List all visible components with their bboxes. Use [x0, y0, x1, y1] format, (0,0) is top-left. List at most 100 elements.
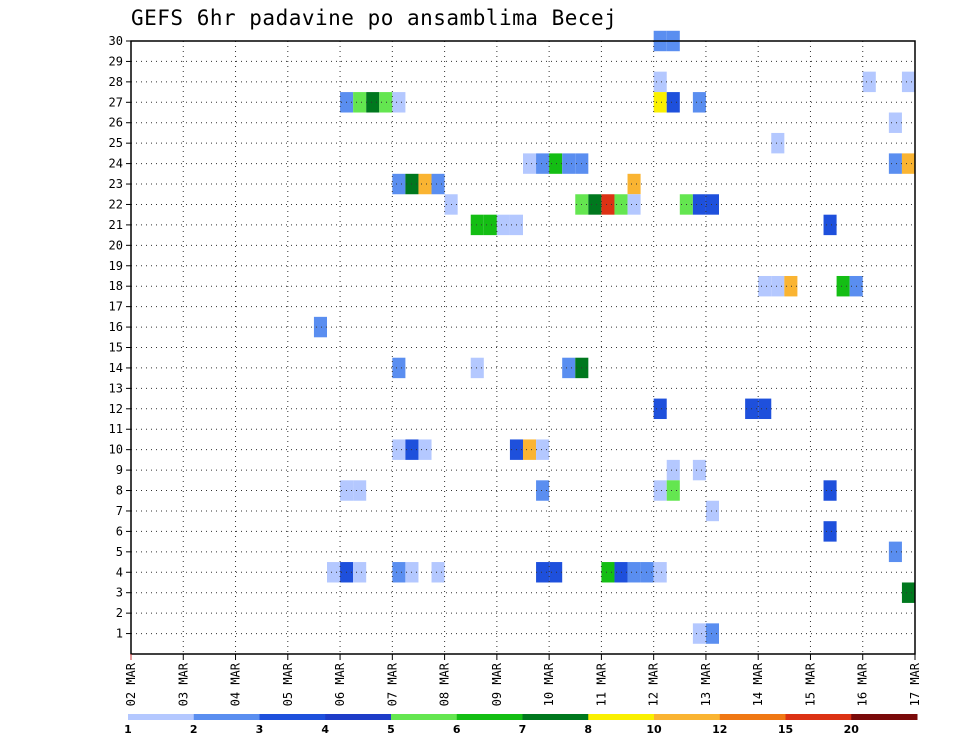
precip-cell: [627, 194, 641, 215]
x-tick-label: 04 MAR: [229, 662, 243, 706]
colorbar-label: 6: [453, 723, 461, 736]
y-tick-label: 17: [109, 300, 123, 314]
precip-cell: [653, 562, 667, 583]
precip-cell: [692, 194, 706, 215]
precip-cell: [653, 92, 667, 113]
precip-cell: [562, 357, 576, 379]
plot-frame: [130, 40, 916, 655]
y-tick-label: 1: [116, 627, 123, 641]
y-tick-label: 30: [109, 34, 123, 48]
precip-cell: [431, 562, 445, 583]
precip-cell: [666, 480, 680, 501]
y-tick-label: 12: [109, 402, 123, 416]
y-tick-label: 2: [116, 606, 123, 620]
colorbar-swatch: [851, 714, 918, 720]
x-tick-label: 02 MAR: [124, 662, 138, 706]
colorbar-swatch: [193, 714, 260, 720]
colorbar-label: 10: [646, 723, 662, 736]
x-tick-label: 07 MAR: [385, 662, 399, 706]
y-tick-label: 28: [109, 75, 123, 89]
precip-cell: [666, 92, 680, 113]
precip-cell: [640, 562, 654, 583]
colorbar-swatch: [325, 714, 392, 720]
y-tick-label: 5: [116, 545, 123, 559]
precip-cell: [392, 92, 406, 113]
colorbar-label: 7: [519, 723, 527, 736]
precip-cell: [823, 214, 837, 236]
colorbar-label: 1: [124, 723, 132, 736]
y-tick-label: 20: [109, 238, 123, 252]
precip-cell: [692, 92, 706, 113]
precip-cell: [353, 480, 367, 501]
x-tick-label: 16 MAR: [856, 662, 870, 706]
precip-cell: [536, 480, 550, 501]
y-tick-label: 3: [116, 586, 123, 600]
x-tick-label: 03 MAR: [176, 662, 190, 706]
precip-cell: [823, 521, 837, 542]
precip-cell: [705, 194, 719, 215]
precip-cell: [418, 173, 432, 195]
colorbar-label: 8: [584, 723, 592, 736]
precip-cell: [653, 480, 667, 501]
precip-cell: [627, 562, 641, 583]
colorbar-swatch: [719, 714, 786, 720]
colorbar-label: 20: [844, 723, 860, 736]
precip-cell: [627, 173, 641, 195]
precip-cell: [353, 562, 367, 583]
precip-cell: [758, 398, 772, 420]
colorbar-swatch: [654, 714, 721, 720]
y-tick-label: 6: [116, 524, 123, 538]
precip-cell: [653, 71, 667, 93]
colorbar-label: 2: [190, 723, 198, 736]
x-tick-label: 12 MAR: [647, 662, 661, 706]
y-tick-label: 18: [109, 279, 123, 293]
colorbar-label: 5: [387, 723, 395, 736]
x-axis: 02 MAR 03 MAR 04 MAR 05 MAR 06 MAR 07 MAR 08 M…: [124, 654, 922, 706]
x-tick-label: 10 MAR: [542, 662, 556, 706]
colorbar-swatch: [259, 714, 326, 720]
y-tick-label: 4: [116, 565, 123, 579]
precip-cell: [313, 316, 327, 338]
precipitation-cells: [313, 30, 915, 644]
precip-cell: [653, 398, 667, 420]
precip-cell: [601, 562, 615, 583]
colorbar-swatch: [391, 714, 458, 720]
precip-cell: [888, 153, 902, 174]
y-tick-label: 21: [109, 218, 123, 232]
precip-cell: [601, 194, 615, 215]
precip-cell: [823, 480, 837, 501]
precip-cell: [379, 92, 393, 113]
precip-cell: [888, 112, 902, 133]
precip-cell: [562, 153, 576, 174]
y-tick-label: 19: [109, 259, 123, 273]
x-tick-label: 08 MAR: [438, 662, 452, 706]
x-tick-label: 09 MAR: [490, 662, 504, 706]
precip-cell: [536, 439, 550, 460]
precip-cell: [901, 582, 915, 603]
y-tick-label: 9: [116, 463, 123, 477]
precip-cell: [536, 562, 550, 583]
precip-cell: [392, 562, 406, 583]
y-axis: 1234567891011121314151617181920212223242…: [109, 34, 131, 641]
x-tick-label: 17 MAR: [908, 662, 922, 706]
colorbar-swatch: [456, 714, 523, 720]
precip-cell: [549, 153, 563, 174]
precip-cell: [758, 275, 772, 297]
x-tick-label: 05 MAR: [281, 662, 295, 706]
colorbar-label: 4: [321, 723, 329, 736]
precip-cell: [523, 153, 537, 174]
precip-cell: [771, 275, 785, 297]
y-tick-label: 14: [109, 361, 123, 375]
precip-cell: [705, 500, 719, 522]
precip-cell: [888, 541, 902, 563]
precip-cell: [901, 71, 915, 93]
colorbar-swatch: [785, 714, 852, 720]
colorbar-label: 3: [256, 723, 264, 736]
precip-cell: [549, 562, 563, 583]
precip-cell: [588, 194, 602, 215]
y-tick-label: 8: [116, 484, 123, 498]
y-tick-label: 11: [109, 422, 123, 436]
precip-cell: [327, 562, 341, 583]
precip-cell: [470, 214, 484, 236]
